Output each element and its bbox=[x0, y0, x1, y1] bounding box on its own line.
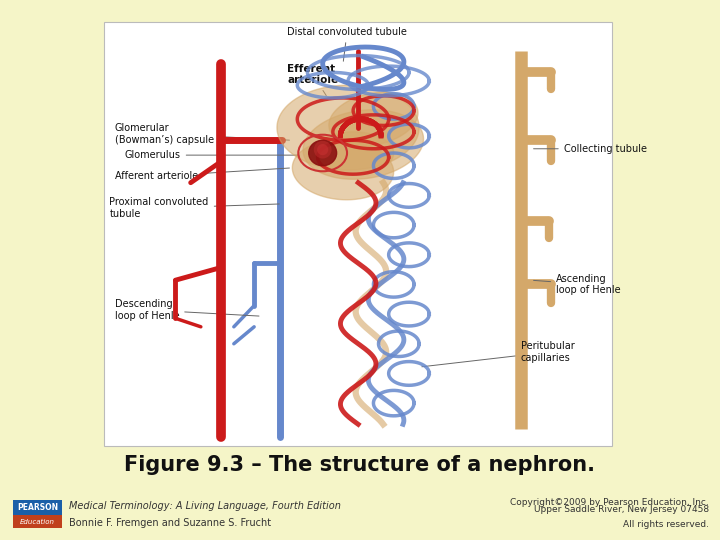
Text: Ascending
loop of Henle: Ascending loop of Henle bbox=[534, 274, 621, 295]
Polygon shape bbox=[292, 140, 394, 200]
FancyBboxPatch shape bbox=[13, 515, 62, 528]
Text: Education: Education bbox=[20, 518, 55, 525]
Polygon shape bbox=[303, 110, 423, 179]
Text: Afferent arteriole: Afferent arteriole bbox=[114, 168, 289, 181]
Ellipse shape bbox=[317, 144, 328, 155]
Text: Copyright©2009 by Pearson Education, Inc.: Copyright©2009 by Pearson Education, Inc… bbox=[510, 498, 709, 507]
Text: Medical Terminology: A Living Language, Fourth Edition: Medical Terminology: A Living Language, … bbox=[69, 501, 341, 511]
Polygon shape bbox=[312, 132, 394, 174]
Text: PEARSON: PEARSON bbox=[17, 503, 58, 512]
Text: Proximal convoluted
tubule: Proximal convoluted tubule bbox=[109, 197, 279, 219]
Text: Efferent
arteriole: Efferent arteriole bbox=[287, 64, 338, 96]
FancyBboxPatch shape bbox=[104, 22, 612, 446]
Ellipse shape bbox=[309, 140, 337, 166]
Text: Peritubular
capillaries: Peritubular capillaries bbox=[422, 341, 575, 367]
Ellipse shape bbox=[314, 141, 331, 159]
Text: Distal convoluted tubule: Distal convoluted tubule bbox=[287, 27, 407, 61]
Text: Upper Saddle River, New Jersey 07458: Upper Saddle River, New Jersey 07458 bbox=[534, 505, 709, 515]
Text: Collecting tubule: Collecting tubule bbox=[534, 144, 647, 154]
Text: Figure 9.3 – The structure of a nephron.: Figure 9.3 – The structure of a nephron. bbox=[125, 455, 595, 476]
FancyBboxPatch shape bbox=[13, 500, 62, 515]
Polygon shape bbox=[329, 92, 418, 146]
Text: Bonnie F. Fremgen and Suzanne S. Frucht: Bonnie F. Fremgen and Suzanne S. Frucht bbox=[69, 518, 271, 528]
Polygon shape bbox=[277, 85, 419, 170]
Text: Glomerular
(Bowman’s) capsule: Glomerular (Bowman’s) capsule bbox=[114, 123, 289, 145]
Text: All rights reserved.: All rights reserved. bbox=[624, 519, 709, 529]
Text: Glomerulus: Glomerulus bbox=[125, 150, 300, 160]
Text: Descending
loop of Henle: Descending loop of Henle bbox=[114, 299, 259, 321]
